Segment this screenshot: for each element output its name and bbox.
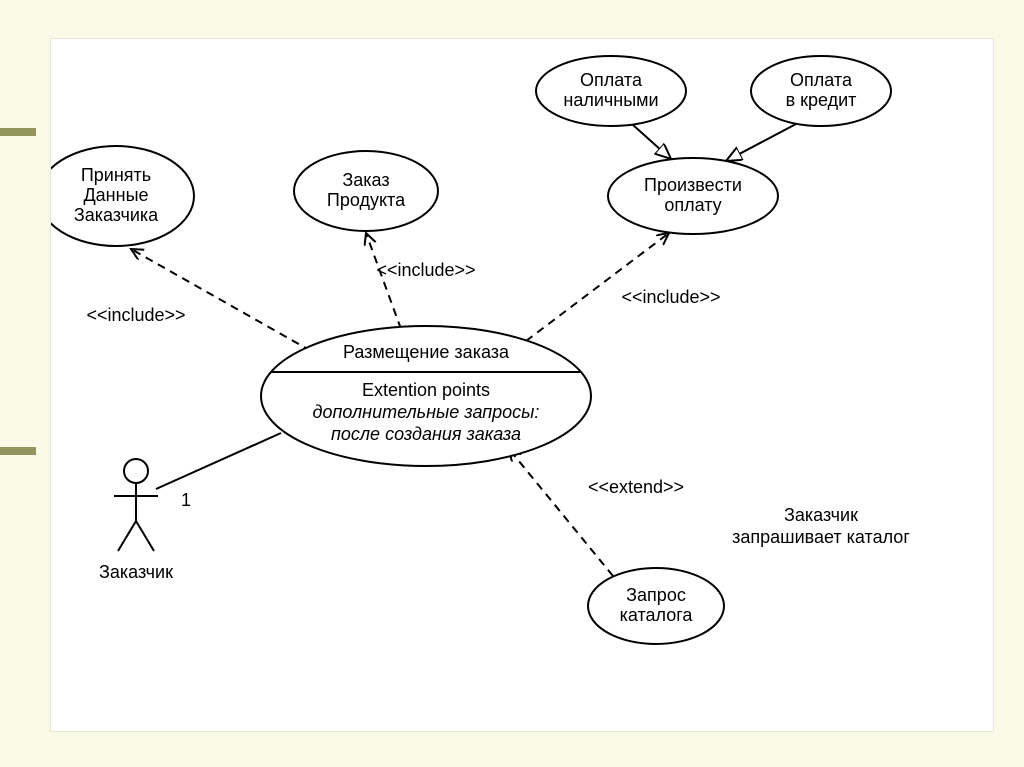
svg-text:наличными: наличными	[563, 90, 658, 110]
use-case-main: Размещение заказа Extention pointsдополни…	[261, 326, 591, 466]
svg-text:дополнительные запросы:: дополнительные запросы:	[313, 402, 540, 422]
svg-text:Extention points: Extention points	[362, 380, 490, 400]
svg-text:Размещение заказа: Размещение заказа	[343, 342, 510, 362]
use-case-n4: Оплатаналичными	[536, 56, 686, 126]
svg-text:Данные: Данные	[83, 185, 148, 205]
svg-text:в кредит: в кредит	[786, 90, 857, 110]
actor: Заказчик 1	[99, 459, 191, 582]
svg-text:Продукта: Продукта	[327, 190, 406, 210]
svg-text:оплату: оплату	[664, 195, 721, 215]
condition-label: Заказчик	[784, 505, 858, 525]
slide-background: <<include>> <<include>> <<include>> <<exten…	[0, 0, 1024, 767]
use-case-n1: ПринятьДанныеЗаказчика	[51, 146, 194, 246]
use-case-svg: <<include>> <<include>> <<include>> <<exten…	[51, 39, 993, 731]
edge	[726, 124, 796, 161]
use-case-n3: Произвестиоплату	[608, 158, 778, 234]
edge-label: <<include>>	[86, 305, 185, 325]
use-case-n5: Оплатав кредит	[751, 56, 891, 126]
edge-label: <<extend>>	[588, 477, 684, 497]
diagram-canvas: <<include>> <<include>> <<include>> <<exten…	[50, 38, 994, 732]
svg-text:Оплата: Оплата	[790, 70, 853, 90]
svg-text:Заказчика: Заказчика	[74, 205, 159, 225]
use-case-n7: Запроскаталога	[588, 568, 724, 644]
actor-multiplicity: 1	[181, 490, 191, 510]
accent-bar-top	[0, 128, 36, 136]
edge	[156, 433, 281, 489]
edge	[366, 233, 401, 329]
edge	[633, 125, 671, 159]
svg-text:Произвести: Произвести	[644, 175, 742, 195]
edge-label: <<include>>	[376, 260, 475, 280]
accent-bar-bottom	[0, 447, 36, 455]
svg-text:после создания заказа: после создания заказа	[331, 424, 521, 444]
use-case-n2: ЗаказПродукта	[294, 151, 438, 231]
condition-label: запрашивает каталог	[732, 527, 910, 547]
svg-text:Запрос: Запрос	[626, 585, 686, 605]
actor-label: Заказчик	[99, 562, 173, 582]
svg-text:каталога: каталога	[620, 605, 694, 625]
edge-label: <<include>>	[621, 287, 720, 307]
svg-text:Заказ: Заказ	[342, 170, 389, 190]
svg-text:Оплата: Оплата	[580, 70, 643, 90]
edge	[509, 449, 613, 576]
edge	[131, 249, 311, 351]
svg-text:Принять: Принять	[81, 165, 151, 185]
